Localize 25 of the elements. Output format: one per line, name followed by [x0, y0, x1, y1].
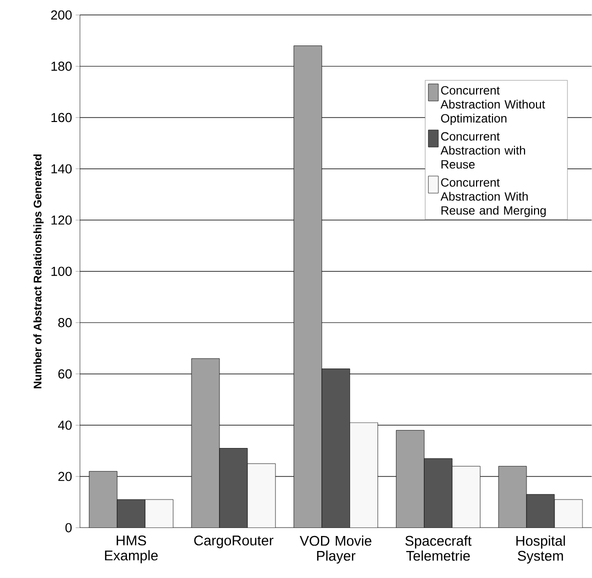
y-tick-label: 140 [51, 164, 72, 174]
y-tick-label: 60 [58, 369, 72, 379]
y-tick-label: 0 [65, 523, 72, 532]
y-tick-label: 40 [58, 420, 72, 430]
legend-label: Concurrent Abstraction with Reuse [440, 132, 526, 169]
y-axis-title: Number of Abstract Relationships Generated [33, 154, 44, 388]
bar [191, 358, 220, 528]
legend-label: Concurrent Abstraction With Reuse and Merging [440, 178, 546, 218]
x-tick-label: HMS Example [105, 536, 158, 564]
legend-label: Concurrent Abstraction Without Optimization [440, 86, 546, 126]
x-tick-label: Hospital System [516, 536, 565, 564]
y-tick-label: 120 [51, 216, 72, 225]
bar [396, 430, 424, 528]
x-tick-label: Spacecraft Telemetrie [405, 536, 472, 561]
bar [294, 46, 322, 528]
y-tick-label: 180 [51, 62, 72, 71]
y-tick-label: 20 [58, 472, 72, 482]
y-tick-label: 200 [51, 10, 72, 20]
y-tick-label: 100 [51, 266, 72, 276]
y-tick-label: 160 [51, 113, 72, 122]
x-tick-label: CargoRouter [194, 536, 274, 548]
bar [498, 466, 527, 528]
bar [88, 471, 118, 528]
x-tick-label: VOD Movie Player [300, 536, 372, 564]
y-tick-label: 80 [58, 318, 72, 328]
